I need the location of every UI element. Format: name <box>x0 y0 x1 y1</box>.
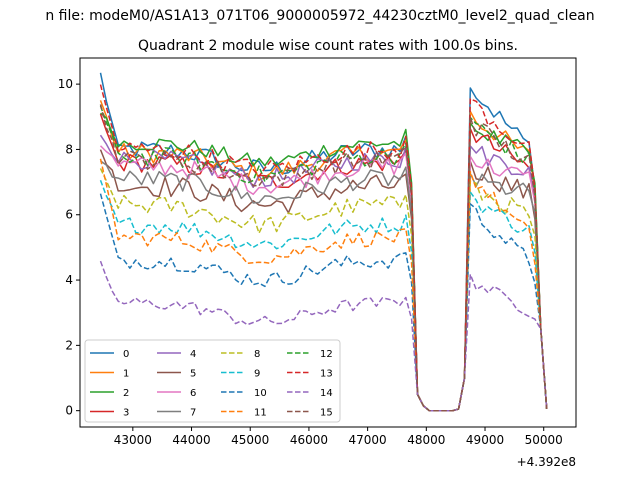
x-tick-label: 49000 <box>466 433 504 447</box>
y-tick-label: 10 <box>58 77 73 91</box>
legend-label-10: 10 <box>254 388 267 399</box>
series-line-3 <box>99 113 548 412</box>
legend-label-9: 9 <box>254 369 260 380</box>
series-line-2 <box>100 112 548 412</box>
x-axis: 43000 44000 45000 46000 47000 48000 49000 50000 <box>114 427 563 447</box>
legend-label-3: 3 <box>123 408 129 419</box>
x-tick-label: 43000 <box>114 433 152 447</box>
legend-label-8: 8 <box>254 349 260 360</box>
series-line-13 <box>99 84 548 412</box>
x-tick-label: 44000 <box>172 433 210 447</box>
y-tick-label: 4 <box>65 273 73 287</box>
legend-label-2: 2 <box>123 388 129 399</box>
x-tick-label: 46000 <box>290 433 328 447</box>
chart-title: Quadrant 2 module wise count rates with … <box>138 38 518 54</box>
series-line-9 <box>99 179 548 412</box>
x-tick-label: 47000 <box>349 433 387 447</box>
y-axis: 0 2 4 6 8 10 <box>58 77 80 418</box>
legend-label-4: 4 <box>190 349 196 360</box>
legend-label-1: 1 <box>123 369 129 380</box>
legend-label-0: 0 <box>123 349 129 360</box>
legend-label-7: 7 <box>190 408 196 419</box>
figure-suptitle: n file: modeM0/AS1A13_071T06_9000005972_… <box>45 8 594 24</box>
y-tick-label: 6 <box>65 208 73 222</box>
series-line-14 <box>99 260 548 412</box>
x-tick-label: 50000 <box>525 433 563 447</box>
x-tick-label: 48000 <box>407 433 445 447</box>
plot-frame <box>79 57 577 428</box>
series-line-12 <box>99 105 548 412</box>
series-line-15 <box>99 104 548 412</box>
legend-label-15: 15 <box>320 408 333 419</box>
y-tick-label: 8 <box>65 142 73 156</box>
legend-label-6: 6 <box>190 388 196 399</box>
x-offset-text: +4.392e8 <box>517 455 576 469</box>
legend-label-14: 14 <box>320 388 333 399</box>
y-tick-label: 2 <box>65 338 73 352</box>
x-tick-label: 45000 <box>231 433 269 447</box>
series-line-8 <box>99 168 548 412</box>
legend-label-5: 5 <box>190 369 196 380</box>
legend-box <box>84 339 341 423</box>
series-line-1 <box>99 100 548 412</box>
y-tick-label: 0 <box>65 404 73 418</box>
legend-label-11: 11 <box>254 408 267 419</box>
series-line-6 <box>99 145 548 412</box>
series-layer <box>99 72 548 412</box>
series-line-10 <box>99 193 548 412</box>
legend-label-13: 13 <box>320 369 333 380</box>
series-line-11 <box>99 158 548 412</box>
legend-label-12: 12 <box>320 349 333 360</box>
